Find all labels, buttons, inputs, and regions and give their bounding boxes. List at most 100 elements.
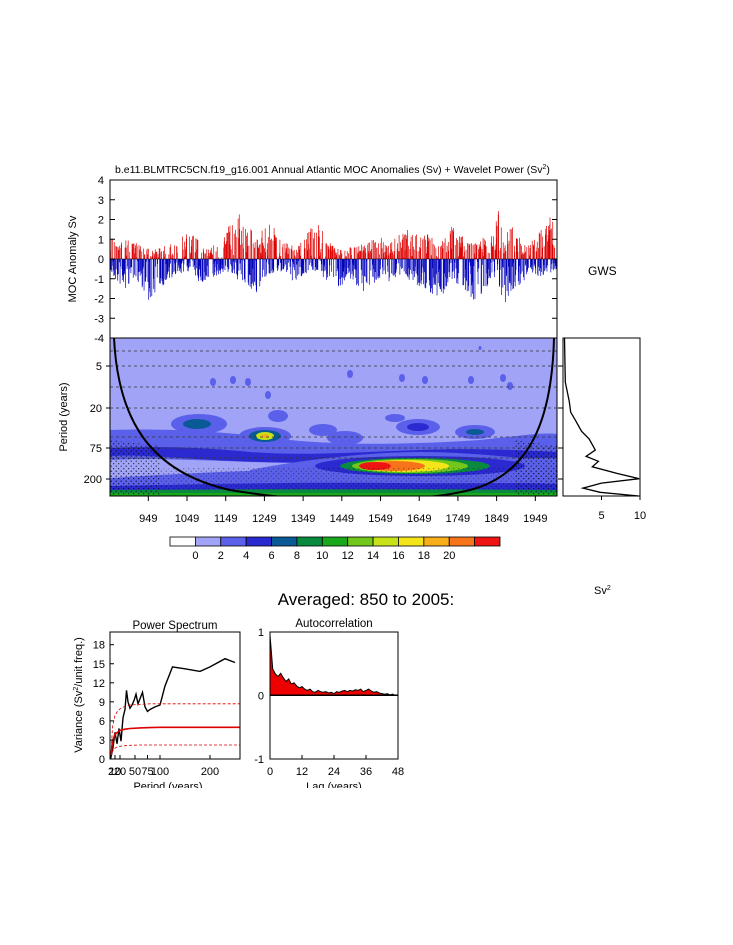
autocorrelation-y-ticks: 1 0 -1: [254, 627, 274, 766]
wavelet-contour-patch: [399, 374, 405, 382]
wavelet-x-ticks: 949 1049 1149 1249 1349 1449 1549 1649 1749 1849 1…: [139, 496, 548, 525]
wavelet-contour-patch: [407, 423, 429, 431]
wavelet-xtick-label: 1149: [214, 513, 238, 525]
wavelet-period-gridlines: [110, 350, 557, 459]
wavelet-ytick-label: 20: [90, 403, 102, 415]
power-spectrum-title: Power Spectrum: [132, 620, 217, 632]
wavelet-ytick-label: 5: [96, 361, 102, 373]
autocorrelation-xtick-label: 24: [328, 766, 340, 778]
colorbar-label: 6: [268, 550, 274, 562]
gws-y-tick-marks: [558, 365, 563, 480]
wavelet-xtick-label: 1749: [446, 513, 470, 525]
sv2-label: Sv2: [594, 585, 611, 597]
autocorrelation-xtick-label: 0: [267, 766, 273, 778]
wavelet-xtick-label: 1949: [523, 513, 547, 525]
wavelet-contour-patch: [268, 410, 288, 422]
moc-ytick-label: 1: [98, 234, 104, 246]
moc-ytick-label: 3: [98, 195, 104, 207]
power-spectrum-ytick-label: 15: [93, 659, 105, 671]
gws-line: [563, 337, 640, 497]
gws-frame: [562, 337, 641, 497]
gws-x-ticks: 5 10: [598, 496, 646, 522]
colorbar-cell: [321, 536, 349, 547]
wavelet-xtick-label: 1249: [252, 513, 276, 525]
sv2-label-main: Sv: [594, 585, 607, 597]
power-spectrum-ytick-label: 0: [99, 754, 105, 766]
autocorrelation-panel: Autocorrelation 10-1 0 12 24 36 48 Lag (year…: [254, 618, 404, 793]
top-title-main: b.e11.BLMTRC5CN.f19_g16.001 Annual Atlan…: [115, 164, 543, 176]
colorbar-label: 12: [342, 550, 354, 562]
colorbar-cell: [448, 536, 476, 547]
power-spectrum-ytick-label: 6: [99, 716, 105, 728]
power-spectrum-xtick-label: 75: [141, 766, 153, 778]
colorbar-label: 20: [443, 550, 455, 562]
wavelet-contour-patch: [183, 419, 211, 429]
autocorrelation-ytick-label: 0: [258, 691, 264, 703]
wavelet-frame: [109, 337, 558, 497]
power-spectrum-ytick-label: 9: [99, 697, 105, 709]
moc-ytick-label: -3: [94, 313, 104, 325]
autocorrelation-xtick-label: 48: [392, 766, 404, 778]
wavelet-contour-patch: [309, 424, 337, 436]
wavelet-contour-patch: [210, 378, 216, 386]
wavelet-power-panel: 5 20 75 200 949 1049 1149 1249 1349 1449 1549 1649…: [58, 337, 558, 525]
wavelet-contour-patch: [466, 429, 484, 435]
page-cut: [0, 788, 733, 945]
power-spectrum-y-ticks: 0 3 6 9 12 15 18: [93, 640, 114, 766]
power-spectrum-ylabel-sup: 2: [73, 687, 80, 691]
autocorrelation-ytick-label: -1: [254, 754, 264, 766]
wavelet-xtick-label: 1449: [330, 513, 354, 525]
wavelet-xtick-label: 1049: [175, 513, 199, 525]
power-spectrum-xtick-label: 100: [151, 766, 169, 778]
wavelet-contour-patch: [500, 374, 506, 382]
colorbar-cell: [296, 536, 323, 547]
power-spectrum-ylabel-main: Variance (Sv: [73, 690, 85, 753]
colorbar-cell: [372, 536, 399, 547]
power-spectrum-xtick-label: 10: [109, 766, 121, 778]
power-spectrum-xtick-label: 200: [201, 766, 219, 778]
wavelet-contour-patch: [245, 378, 251, 386]
red-noise-line: [110, 726, 240, 756]
wavelet-xtick-label: 1349: [291, 513, 315, 525]
colorbar-label: 8: [294, 550, 300, 562]
moc-ytick-label: 2: [98, 215, 104, 227]
colorbar-cell: [423, 536, 450, 547]
autocorrelation-x-ticks: 0 12 24 36 48: [267, 755, 404, 778]
colorbar-cell: [347, 536, 374, 547]
colorbar-label: 18: [418, 550, 430, 562]
colorbar-label: 2: [218, 550, 224, 562]
moc-ytick-label: 4: [98, 175, 104, 187]
wavelet-xtick-label: 1849: [484, 513, 508, 525]
autocorrelation-title: Autocorrelation: [295, 618, 372, 630]
colorbar: 0 2 4 6 8 10 12 14 16 18 20: [169, 536, 501, 562]
wavelet-contour-patch: [507, 382, 513, 390]
autocorrelation-xtick-label: 12: [296, 766, 308, 778]
autocorrelation-xtick-label: 36: [360, 766, 372, 778]
wavelet-xtick-label: 1649: [407, 513, 431, 525]
power-spectrum-lines: [110, 657, 240, 758]
wavelet-contour-patch: [422, 376, 428, 384]
cone-of-influence: [113, 338, 555, 496]
colorbar-cell: [245, 536, 272, 547]
colorbar-label: 14: [367, 550, 379, 562]
moc-ytick-label: -4: [94, 333, 104, 345]
gws-xtick-label: 10: [634, 510, 646, 522]
autocorrelation-area: [269, 635, 399, 697]
colorbar-cell: [398, 536, 425, 547]
wavelet-ytick-label: 200: [84, 474, 102, 486]
colorbar-cell: [169, 536, 196, 547]
moc-anomaly-ylabel: MOC Anomaly Sv: [67, 215, 79, 302]
averaged-title: Averaged: 850 to 2005:: [278, 590, 454, 609]
colorbar-label: 4: [243, 550, 249, 562]
top-title: b.e11.BLMTRC5CN.f19_g16.001 Annual Atlan…: [115, 164, 550, 176]
wavelet-stipple-band: [110, 466, 557, 490]
top-title-sup: 2: [543, 164, 547, 171]
moc-ytick-label: -1: [94, 274, 104, 286]
moc-ytick-label: -2: [94, 294, 104, 306]
wavelet-contour-patch: [468, 376, 474, 384]
power-spectrum-ytick-label: 12: [93, 678, 105, 690]
power-spectrum-line: [110, 657, 236, 758]
wavelet-ylabel: Period (years): [58, 382, 70, 451]
global-wavelet-spectrum-panel: 5 10: [558, 337, 646, 522]
